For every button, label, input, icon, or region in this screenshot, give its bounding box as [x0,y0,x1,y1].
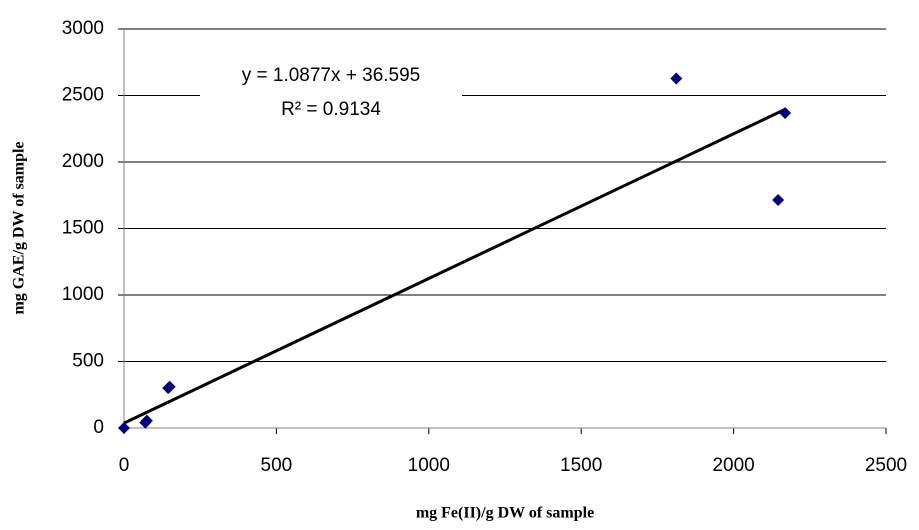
x-axis-title: mg Fe(II)/g DW of sample [416,505,594,522]
trendline-equation: y = 1.0877x + 36.595 [242,65,421,86]
data-point [140,414,153,427]
y-tick-label: 0 [93,417,104,438]
y-tick-label: 2500 [62,85,104,106]
data-point [772,194,785,207]
r-squared: R² = 0.9134 [281,99,381,120]
x-tick-label: 1000 [408,455,450,476]
data-point [670,72,683,85]
x-tick-label: 2500 [865,455,907,476]
y-tick-label: 1500 [62,218,104,239]
x-tick-label: 0 [119,455,130,476]
y-tick-label: 500 [72,351,104,372]
trendline [123,108,786,425]
y-axis-title: mg GAE/g DW of sample [11,141,28,314]
equation-box [200,57,462,127]
data-point [779,107,792,120]
data-point [118,422,130,434]
y-tick-label: 3000 [62,18,104,39]
x-tick-label: 1500 [560,455,602,476]
y-tick-label: 2000 [62,151,104,172]
x-tick-label: 2000 [712,455,754,476]
data-point [163,380,176,393]
y-tick-label: 1000 [62,284,104,305]
x-tick-label: 500 [261,455,293,476]
